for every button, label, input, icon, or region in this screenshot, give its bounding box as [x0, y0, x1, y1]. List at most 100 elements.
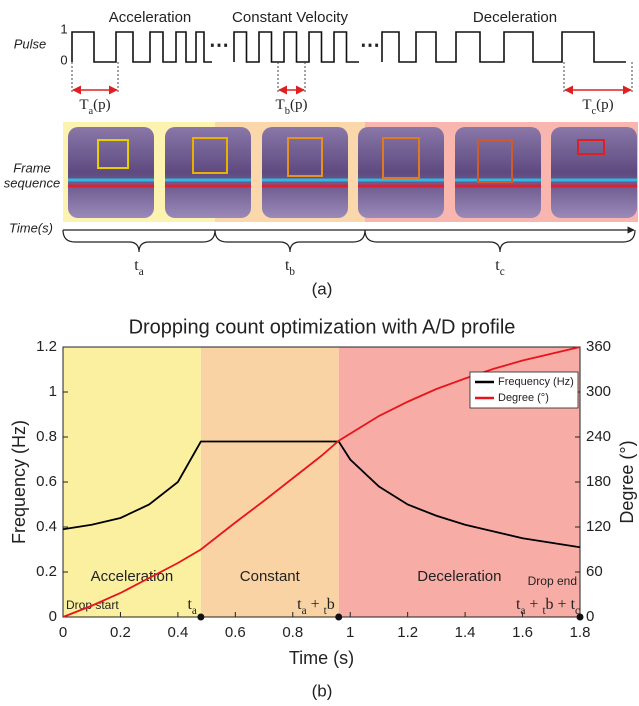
- duration-label: tc: [495, 257, 504, 278]
- y-tick-label: 1.2: [36, 338, 57, 355]
- label-part: t: [285, 257, 290, 274]
- label-part: T: [582, 97, 591, 113]
- time-label: Time(s): [9, 220, 53, 235]
- label-part: b: [327, 596, 335, 613]
- subscript: c: [575, 605, 580, 617]
- y-tick-label: 1: [49, 383, 57, 400]
- tracking-box: [477, 139, 513, 183]
- label-part: T: [276, 97, 285, 113]
- x-tick-label: 0: [59, 624, 67, 641]
- y2-tick-label: 300: [586, 383, 611, 400]
- x-tick-label: 0.6: [225, 624, 246, 641]
- region-label: Deceleration: [417, 568, 501, 585]
- tracking-box: [97, 139, 129, 169]
- period-label: Tc(p): [582, 97, 613, 116]
- chart-title: Dropping count optimization with A/D pro…: [129, 316, 516, 338]
- subscript: a: [89, 106, 94, 117]
- legend-box: [469, 371, 579, 409]
- label-part: T: [79, 97, 88, 113]
- tracking-box: [287, 137, 323, 177]
- x-tick-label: 1.8: [570, 624, 591, 641]
- x-tick-label: 0.4: [167, 624, 188, 641]
- time-marker: [197, 613, 205, 621]
- tracking-box: [192, 137, 228, 174]
- y2-tick-label: 120: [586, 518, 611, 535]
- x-tick-label: 0.8: [282, 624, 303, 641]
- subscript: t: [324, 605, 328, 617]
- brace: [214, 229, 366, 253]
- video-frame: [68, 127, 154, 218]
- y-axis-label: Frequency (Hz): [9, 420, 29, 544]
- x-tick-label: 1.2: [397, 624, 418, 641]
- pulse-wave: [233, 31, 359, 63]
- legend-label: Frequency (Hz): [498, 376, 574, 388]
- label-part: t: [297, 596, 302, 613]
- label-part: t: [571, 596, 576, 613]
- label-part: b: [546, 596, 554, 613]
- subscript: t: [542, 605, 546, 617]
- x-tick-label: 1.4: [455, 624, 476, 641]
- subscript: b: [285, 106, 290, 117]
- level-label: 1: [60, 21, 67, 36]
- label-part: (p): [596, 97, 614, 113]
- tracking-box: [577, 139, 605, 155]
- time-marker: [576, 613, 584, 621]
- x-tick-label: 1.6: [512, 624, 533, 641]
- subscript: c: [500, 266, 505, 278]
- period-label: Ta(p): [79, 97, 110, 116]
- video-frame: [358, 127, 444, 218]
- y-tick-label: 0.6: [36, 473, 57, 490]
- y-tick-label: 0.8: [36, 428, 57, 445]
- level-label: 0: [60, 52, 67, 67]
- video-frame: [455, 127, 541, 218]
- pulse-label: Pulse: [14, 36, 47, 51]
- label-part: t: [187, 596, 192, 613]
- y-tick-label: 0.2: [36, 563, 57, 580]
- brace: [62, 229, 216, 253]
- phase-label: Acceleration: [109, 9, 192, 26]
- y-tick-label: 0.4: [36, 518, 57, 535]
- y2-tick-label: 360: [586, 338, 611, 355]
- y2-tick-label: 240: [586, 428, 611, 445]
- phase-label: Deceleration: [473, 9, 557, 26]
- video-frame: [262, 127, 348, 218]
- label-part: +: [554, 596, 571, 613]
- label-part: (p): [290, 97, 308, 113]
- gap-mark: ⋯: [360, 34, 380, 56]
- caption: (b): [312, 681, 333, 700]
- x-axis-label: Time (s): [289, 648, 354, 668]
- marker-label: ta + tb + tc: [516, 596, 580, 617]
- x-tick-label: 1: [346, 624, 354, 641]
- label-part: (p): [93, 97, 111, 113]
- phase-label: Constant Velocity: [232, 9, 348, 26]
- region-label: Constant: [240, 568, 301, 585]
- subscript: a: [192, 605, 197, 617]
- period-label: Tb(p): [276, 97, 308, 116]
- marker-label: ta: [187, 596, 196, 617]
- brace: [364, 229, 636, 253]
- y2-tick-label: 60: [586, 563, 603, 580]
- caption: (a): [312, 279, 333, 298]
- phase-region: [200, 347, 339, 617]
- label-part: t: [495, 257, 500, 274]
- subscript: a: [520, 605, 525, 617]
- y-tick-label: 0: [49, 608, 57, 625]
- frame-label: Frame: [13, 160, 51, 175]
- subscript: a: [139, 266, 144, 278]
- duration-label: tb: [285, 257, 295, 278]
- label-part: +: [525, 596, 542, 613]
- label-part: t: [134, 257, 139, 274]
- series-line: [62, 440, 581, 549]
- annotation: Drop end: [528, 574, 577, 588]
- legend-label: Degree (°): [498, 392, 549, 404]
- duration-label: ta: [134, 257, 143, 278]
- tracking-box: [382, 137, 420, 179]
- pulse-wave: [71, 31, 212, 63]
- frame-label: sequence: [4, 175, 60, 190]
- pulse-wave: [381, 31, 626, 63]
- video-frame: [551, 127, 637, 218]
- y2-tick-label: 180: [586, 473, 611, 490]
- label-part: +: [307, 596, 324, 613]
- marker-label: ta + tb: [297, 596, 335, 617]
